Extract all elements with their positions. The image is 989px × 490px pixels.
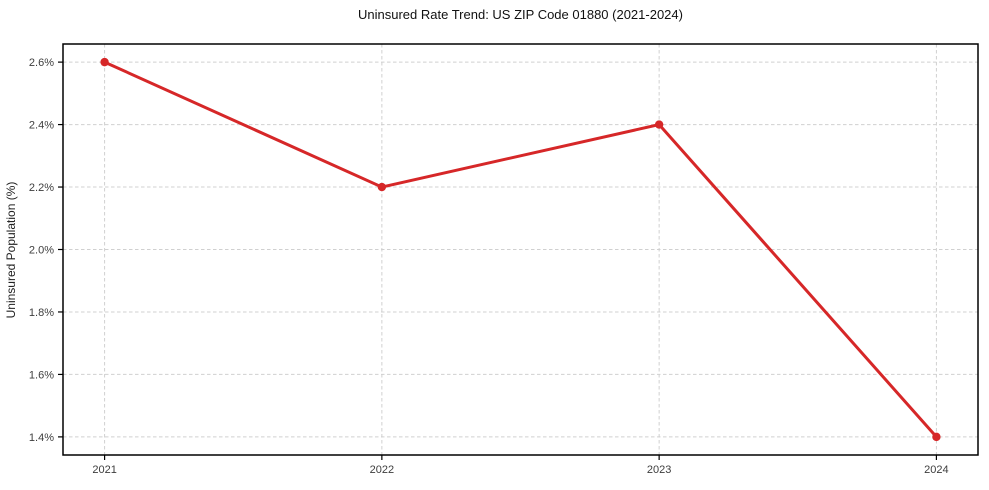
- data-point-marker: [100, 57, 109, 67]
- data-point-marker: [932, 432, 941, 442]
- chart-title: Uninsured Rate Trend: US ZIP Code 01880 …: [358, 7, 683, 22]
- y-tick-label: 1.8%: [29, 307, 54, 319]
- y-tick-label: 2.4%: [29, 120, 54, 132]
- x-tick-label: 2023: [647, 464, 671, 476]
- trend-line: [103, 60, 938, 439]
- data-point-marker: [377, 182, 387, 192]
- y-tick-label: 1.6%: [29, 369, 54, 381]
- y-tick-label: 2.2%: [29, 182, 54, 194]
- y-tick-label: 2.0%: [29, 245, 54, 257]
- x-tick-label: 2022: [370, 464, 394, 476]
- x-tick-label: 2021: [92, 464, 116, 476]
- y-tick-label: 1.4%: [29, 432, 54, 444]
- tick-labels: 2021 2022 2023 2024 1.4% 1.6% 1.8% 2.0% 2.2% 2.4%…: [29, 57, 949, 476]
- tick-marks: [58, 61, 938, 460]
- data-point-marker: [654, 120, 664, 129]
- y-tick-label: 2.6%: [29, 57, 54, 69]
- data-series: [100, 57, 941, 442]
- x-tick-label: 2024: [924, 464, 948, 476]
